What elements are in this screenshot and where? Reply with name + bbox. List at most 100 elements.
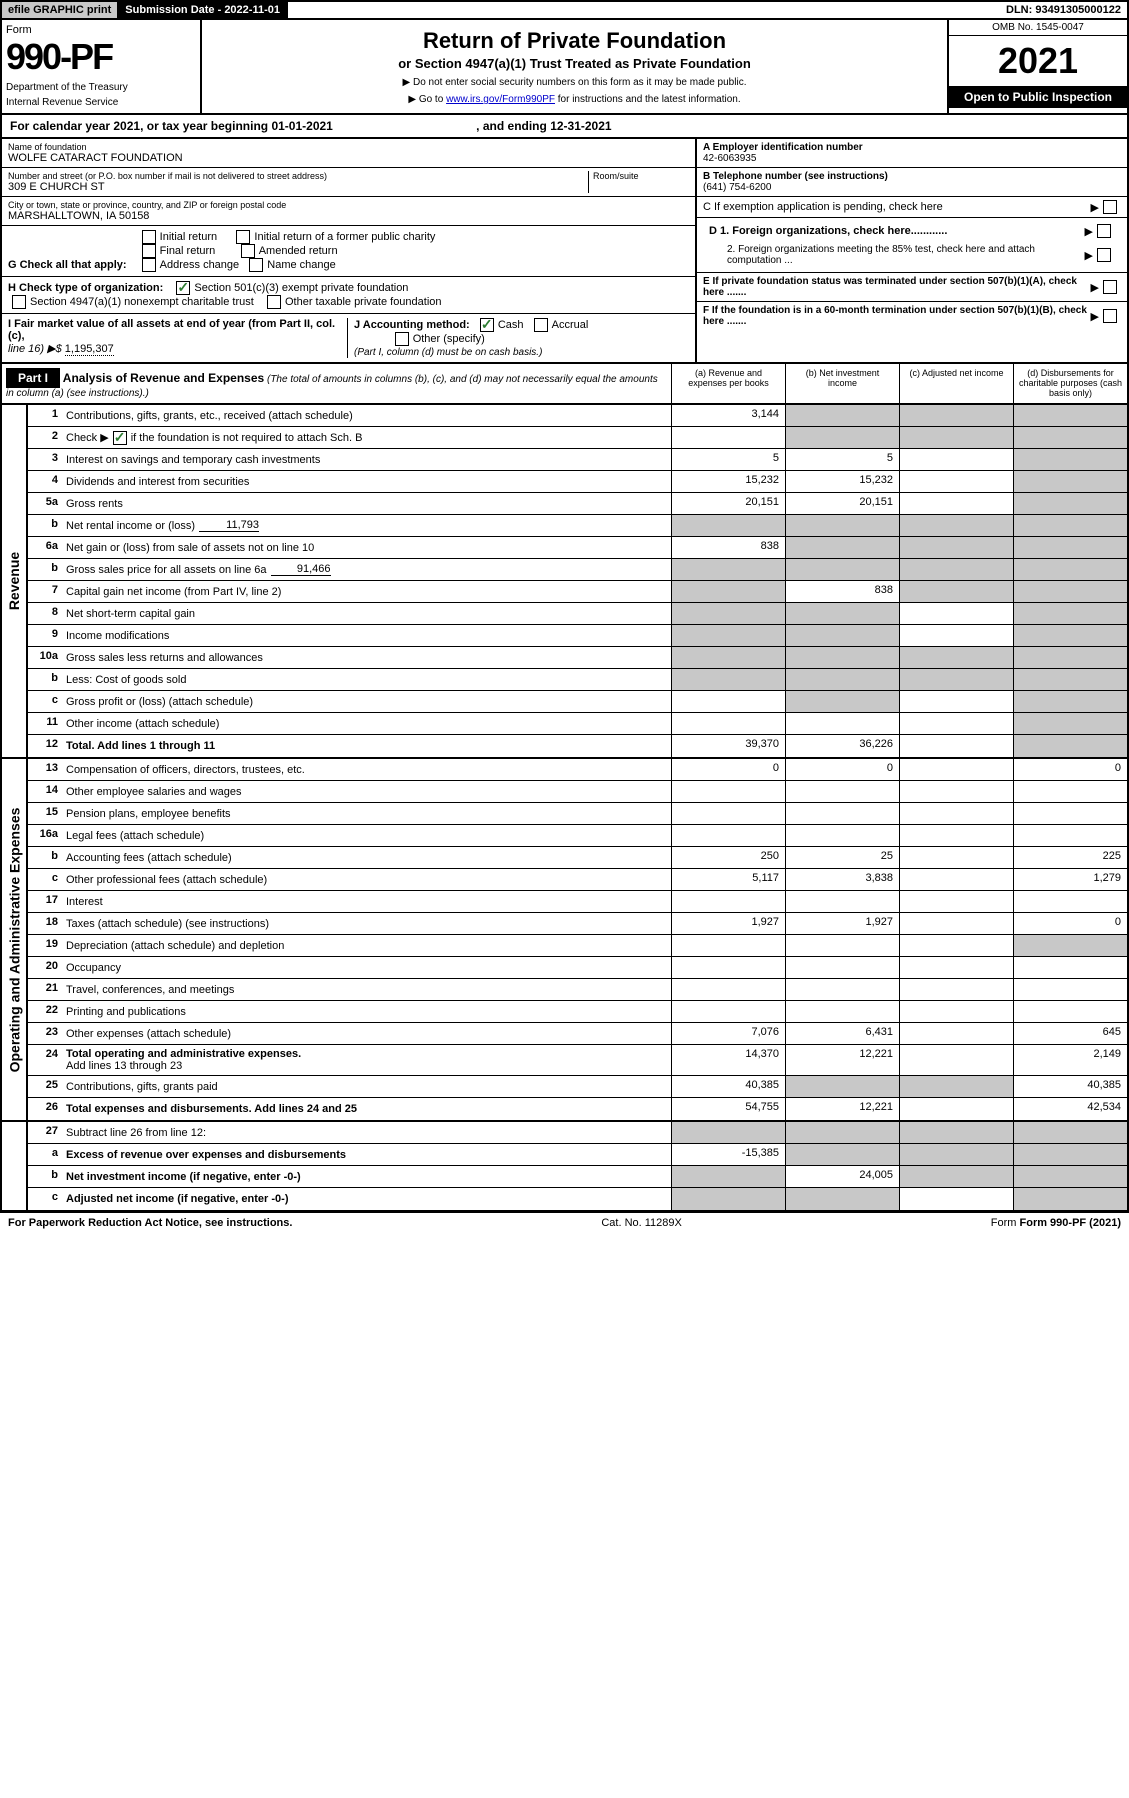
- line-col-a: 838: [671, 537, 785, 558]
- d1-checkbox[interactable]: [1097, 224, 1111, 238]
- j-accrual-checkbox[interactable]: [534, 318, 548, 332]
- line-l10c: c Gross profit or (loss) (attach schedul…: [28, 691, 1127, 713]
- form-title: Return of Private Foundation: [210, 28, 939, 54]
- line-col-c: [899, 803, 1013, 824]
- arrow-icon: ▶: [1085, 225, 1093, 238]
- line-col-d: [1013, 935, 1127, 956]
- line-l12: 12 Total. Add lines 1 through 11 39,370 …: [28, 735, 1127, 757]
- line-col-a: [671, 691, 785, 712]
- line-desc: Other expenses (attach schedule): [62, 1023, 671, 1044]
- line-num: 11: [28, 713, 62, 734]
- city-state-zip: MARSHALLTOWN, IA 50158: [8, 210, 689, 222]
- line-col-b: [785, 979, 899, 1000]
- c-checkbox[interactable]: [1103, 200, 1117, 214]
- line-col-a: 5,117: [671, 869, 785, 890]
- g-final-checkbox[interactable]: [142, 244, 156, 258]
- line-l26: 26 Total expenses and disbursements. Add…: [28, 1098, 1127, 1120]
- line-l17: 17 Interest: [28, 891, 1127, 913]
- room-label: Room/suite: [593, 171, 689, 181]
- line-col-b: [785, 1144, 899, 1165]
- line-l13: 13 Compensation of officers, directors, …: [28, 759, 1127, 781]
- line-col-a: [671, 781, 785, 802]
- h-501c3-checkbox[interactable]: [176, 281, 190, 295]
- line-l6b: b Gross sales price for all assets on li…: [28, 559, 1127, 581]
- revenue-side-label: Revenue: [6, 552, 22, 610]
- line-col-d: [1013, 1144, 1127, 1165]
- line-col-a: [671, 581, 785, 602]
- j-other: Other (specify): [413, 333, 485, 345]
- line-col-a: 1,927: [671, 913, 785, 934]
- j-cash-checkbox[interactable]: [480, 318, 494, 332]
- line-l4: 4 Dividends and interest from securities…: [28, 471, 1127, 493]
- form-header: Form 990-PF Department of the Treasury I…: [0, 20, 1129, 115]
- e-checkbox[interactable]: [1103, 280, 1117, 294]
- h-other-checkbox[interactable]: [267, 295, 281, 309]
- line-col-d: [1013, 1166, 1127, 1187]
- line-l27c: c Adjusted net income (if negative, ente…: [28, 1188, 1127, 1210]
- line-col-c: [899, 647, 1013, 668]
- line-col-d: [1013, 825, 1127, 846]
- line-num: 12: [28, 735, 62, 757]
- line-col-a: [671, 979, 785, 1000]
- line-num: 19: [28, 935, 62, 956]
- line-desc: Contributions, gifts, grants, etc., rece…: [62, 405, 671, 426]
- line-col-d: [1013, 449, 1127, 470]
- line-col-c: [899, 537, 1013, 558]
- line-col-b: 1,927: [785, 913, 899, 934]
- line-col-b: [785, 1188, 899, 1210]
- j-label: J Accounting method:: [354, 319, 470, 331]
- line-col-b: [785, 559, 899, 580]
- part1-header-row: Part I Analysis of Revenue and Expenses …: [0, 364, 1129, 405]
- schb-checkbox[interactable]: [113, 431, 127, 445]
- line-col-c: [899, 471, 1013, 492]
- f-checkbox[interactable]: [1103, 309, 1117, 323]
- line-col-c: [899, 603, 1013, 624]
- line-col-c: [899, 1023, 1013, 1044]
- line-col-d: 0: [1013, 759, 1127, 780]
- arrow-icon: ▶: [1091, 281, 1099, 294]
- irs-link[interactable]: www.irs.gov/Form990PF: [446, 94, 555, 105]
- d2-label: 2. Foreign organizations meeting the 85%…: [709, 244, 1085, 266]
- line-desc: Income modifications: [62, 625, 671, 646]
- line-col-b: [785, 603, 899, 624]
- g-former-checkbox[interactable]: [236, 230, 250, 244]
- g-initial-checkbox[interactable]: [142, 230, 156, 244]
- line-num: 10a: [28, 647, 62, 668]
- g-amended-checkbox[interactable]: [241, 244, 255, 258]
- line-col-a: [671, 603, 785, 624]
- line-col-b: 25: [785, 847, 899, 868]
- form-inst2: ▶ Go to www.irs.gov/Form990PF for instru…: [210, 94, 939, 105]
- line-col-c: [899, 625, 1013, 646]
- submission-date: Submission Date - 2022-11-01: [119, 2, 288, 18]
- g-address-checkbox[interactable]: [142, 258, 156, 272]
- line-num: 20: [28, 957, 62, 978]
- line-num: 7: [28, 581, 62, 602]
- line-num: 27: [28, 1122, 62, 1143]
- line-col-c: [899, 1098, 1013, 1120]
- calendar-year-row: For calendar year 2021, or tax year begi…: [0, 115, 1129, 139]
- line-col-d: [1013, 979, 1127, 1000]
- g-name-checkbox[interactable]: [249, 258, 263, 272]
- h-opt-4947: Section 4947(a)(1) nonexempt charitable …: [30, 296, 254, 308]
- line-col-b: 15,232: [785, 471, 899, 492]
- line-col-a: 15,232: [671, 471, 785, 492]
- h-4947-checkbox[interactable]: [12, 295, 26, 309]
- revenue-section: Revenue 1 Contributions, gifts, grants, …: [0, 405, 1129, 759]
- line-col-a: 7,076: [671, 1023, 785, 1044]
- line-col-d: 645: [1013, 1023, 1127, 1044]
- e-label: E If private foundation status was termi…: [703, 276, 1091, 298]
- line-col-d: [1013, 647, 1127, 668]
- line-num: 17: [28, 891, 62, 912]
- line-col-c: [899, 515, 1013, 536]
- line-l16a: 16a Legal fees (attach schedule): [28, 825, 1127, 847]
- line-col-d: [1013, 781, 1127, 802]
- addr-label: Number and street (or P.O. box number if…: [8, 171, 584, 181]
- page-footer: For Paperwork Reduction Act Notice, see …: [0, 1212, 1129, 1233]
- j-other-checkbox[interactable]: [395, 332, 409, 346]
- a-ein-label: A Employer identification number: [703, 142, 1121, 153]
- line-l19: 19 Depreciation (attach schedule) and de…: [28, 935, 1127, 957]
- line-col-c: [899, 913, 1013, 934]
- city-label: City or town, state or province, country…: [8, 200, 689, 210]
- d2-checkbox[interactable]: [1097, 248, 1111, 262]
- b-phone-label: B Telephone number (see instructions): [703, 171, 1121, 182]
